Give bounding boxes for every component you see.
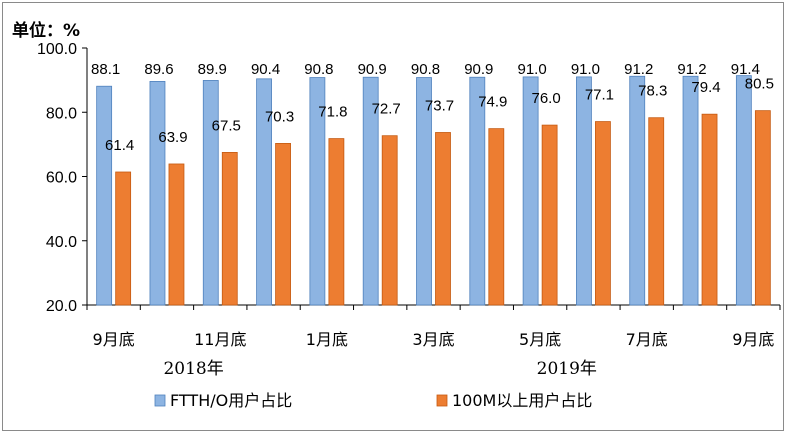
100m-bar xyxy=(595,121,611,306)
ftth-bar xyxy=(682,75,699,306)
100m-data-label: 80.5 xyxy=(745,76,774,93)
legend-label-100m: 100M以上用户占比 xyxy=(452,391,592,410)
year-label: 2019年 xyxy=(537,359,597,379)
x-tick-label: 9月底 xyxy=(93,330,135,349)
bars xyxy=(96,75,771,306)
100m-data-label: 79.4 xyxy=(691,79,720,96)
x-tick-label: 1月底 xyxy=(306,330,348,349)
100m-bar xyxy=(754,110,771,306)
100m-data-label: 73.7 xyxy=(425,97,454,114)
100m-bar xyxy=(328,138,345,306)
ftth-bar xyxy=(522,76,539,306)
y-tick-label: 20.0 xyxy=(46,298,77,315)
100m-bar xyxy=(488,128,505,306)
100m-data-label: 67.5 xyxy=(212,117,241,134)
100m-bar xyxy=(221,152,238,306)
ftth-bar xyxy=(149,81,166,306)
100m-data-label: 71.8 xyxy=(318,104,347,121)
ftth-bar xyxy=(362,76,379,306)
ftth-bar xyxy=(202,80,219,306)
ftth-data-label: 91.2 xyxy=(624,61,653,78)
100m-bar xyxy=(115,171,132,306)
ftth-bar xyxy=(309,77,326,306)
y-axis: 20.0 40.0 60.0 80.0 100.0 xyxy=(37,41,88,315)
y-tick-label: 100.0 xyxy=(37,41,77,58)
y-tick-label: 80.0 xyxy=(46,105,77,122)
ftth-data-label: 89.6 xyxy=(144,61,173,78)
ftth-data-label: 91.2 xyxy=(677,61,706,78)
100m-bar xyxy=(435,132,451,306)
legend-label-ftth: FTTH/O用户占比 xyxy=(170,391,292,410)
y-tick-label: 40.0 xyxy=(46,234,77,251)
ftth-bar xyxy=(576,76,592,306)
100m-data-label: 78.3 xyxy=(638,83,667,100)
100m-bar xyxy=(168,163,185,306)
unit-label: 单位：% xyxy=(12,20,80,41)
ftth-bar xyxy=(469,76,486,306)
ftth-data-label: 91.4 xyxy=(731,61,760,78)
100m-data-label: 72.7 xyxy=(372,101,401,118)
100m-bar xyxy=(275,143,291,306)
ftth-data-label: 90.9 xyxy=(464,61,493,78)
100m-bar xyxy=(701,113,718,306)
100m-bar xyxy=(541,124,558,306)
legend: FTTH/O用户占比 100M以上用户占比 xyxy=(154,391,592,410)
ftth-data-label: 91.0 xyxy=(518,61,547,78)
100m-data-label: 77.1 xyxy=(585,87,614,104)
ftth-bar xyxy=(256,78,272,306)
100m-bar xyxy=(648,117,665,306)
x-tick-label: 3月底 xyxy=(412,330,454,349)
100m-data-label: 74.9 xyxy=(478,94,507,111)
ftth-bar xyxy=(629,75,646,306)
x-tick-label: 7月底 xyxy=(626,330,668,349)
legend-swatch-ftth xyxy=(154,394,166,407)
ftth-data-label: 91.0 xyxy=(571,61,600,78)
ftth-data-label: 88.1 xyxy=(91,61,120,78)
ftth-bar xyxy=(96,85,113,306)
y-tick-label: 60.0 xyxy=(46,170,77,187)
year-label: 2018年 xyxy=(163,359,223,379)
x-tick-label: 9月底 xyxy=(732,330,774,349)
data-labels: 88.1 89.6 89.9 90.4 90.8 90.9 90.8 90.9 91.0 91.0… xyxy=(91,61,774,154)
100m-bar xyxy=(381,135,398,306)
ftth-data-label: 90.9 xyxy=(358,61,387,78)
100m-data-label: 70.3 xyxy=(265,108,294,125)
x-tick-label: 5月底 xyxy=(519,330,561,349)
100m-data-label: 76.0 xyxy=(532,90,561,107)
ftth-data-label: 89.9 xyxy=(198,61,227,78)
100m-data-label: 61.4 xyxy=(105,137,134,154)
100m-data-label: 63.9 xyxy=(158,129,187,146)
ftth-data-label: 90.8 xyxy=(411,61,440,78)
x-tick-label: 11月底 xyxy=(194,330,246,349)
legend-swatch-100m xyxy=(436,394,448,407)
x-axis: 9月底 11月底 1月底 3月底 5月底 7月底 9月底 2018年 2019年 xyxy=(86,304,781,379)
ftth-data-label: 90.8 xyxy=(304,61,333,78)
ftth-bar xyxy=(416,77,432,306)
ftth-bar xyxy=(735,75,752,306)
ftth-data-label: 90.4 xyxy=(251,61,280,78)
